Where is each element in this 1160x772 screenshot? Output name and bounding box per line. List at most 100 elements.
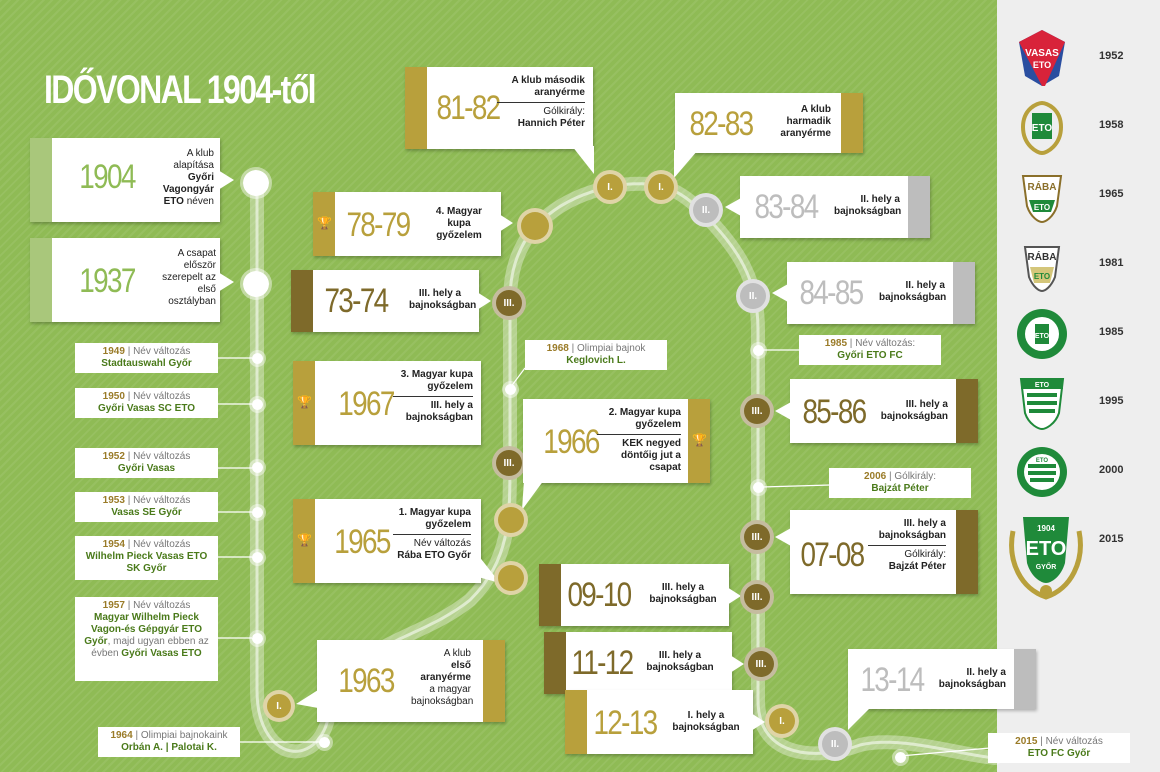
svg-text:1904: 1904 — [1037, 524, 1055, 533]
svg-text:ETO: ETO — [1033, 60, 1051, 70]
label-sep: | — [1037, 736, 1046, 747]
rank-node-12-13: I. — [765, 704, 799, 738]
card-text: 4. Magyar kupa győzelem — [435, 206, 483, 241]
label-1954: 1954 | Név változás Wilhelm Pieck Vasas … — [75, 536, 218, 580]
speech-pointer — [296, 690, 318, 708]
label-name-2: Győri Vasas ETO — [121, 648, 202, 659]
card-tab — [539, 564, 561, 626]
logo-year: 2015 — [1099, 533, 1124, 545]
card-tab — [956, 510, 978, 594]
card-year: 13-14 — [860, 661, 925, 699]
card-year: 1963 — [338, 662, 395, 700]
card-text-3: Bajzát Péter — [888, 561, 946, 572]
speech-pointer — [477, 292, 491, 310]
trophy-node-1966 — [494, 503, 528, 537]
trophy-node-1965 — [494, 561, 528, 595]
logo-year: 1952 — [1099, 50, 1124, 62]
card-year: 1937 — [79, 262, 136, 300]
card-text-1: III. hely a bajnokságban — [878, 518, 946, 541]
speech-pointer — [775, 528, 791, 546]
speech-pointer — [725, 198, 741, 216]
logo-year: 2000 — [1099, 464, 1124, 476]
card-tab: 🏆 — [313, 192, 335, 256]
trophy-icon: 🏆 — [297, 395, 312, 409]
label-year: 1985 — [824, 338, 848, 349]
card-text-1: 3. Magyar kupa győzelem — [400, 369, 473, 392]
card-separator — [497, 102, 585, 103]
trophy-icon: 🏆 — [692, 433, 707, 447]
logo-row-1952: VASAS ETO 1952 — [1015, 28, 1155, 88]
rank-node-09-10: III. — [740, 580, 774, 614]
card-83-84: 83-84 II. hely a bajnokságban — [740, 176, 930, 238]
label-1985: 1985 | Név változás: Győri ETO FC — [799, 335, 941, 365]
label-desc: Olimpiai bajnokaink — [140, 730, 228, 741]
svg-text:RÁBA: RÁBA — [1028, 180, 1057, 193]
card-text: III. hely a bajnokságban — [646, 650, 714, 673]
label-name: Stadtauswahl Győr — [101, 358, 192, 369]
label-1950: 1950 | Név változás Győri Vasas SC ETO — [75, 388, 218, 418]
rank-node-13-14: II. — [818, 727, 852, 761]
eto-striped-shield-icon: ETO — [1019, 378, 1065, 431]
svg-text:VASAS: VASAS — [1025, 48, 1059, 59]
eto-fc-gyor-crest-icon: 1904 ETO GYŐR — [1009, 517, 1083, 600]
card-text-1: 2. Magyar kupa győzelem — [608, 407, 681, 430]
card-year: 82-83 — [689, 105, 754, 143]
card-1966: 🏆 1966 2. Magyar kupa győzelem KEK negye… — [523, 399, 710, 483]
card-73-74: 73-74 III. hely a bajnokságban — [291, 270, 479, 332]
card-text-2: Gólkirály: — [543, 106, 585, 117]
label-name: Győri Vasas SC ETO — [97, 403, 196, 414]
speech-pointer — [674, 150, 698, 178]
speech-pointer — [218, 272, 234, 292]
label-year: 1953 — [102, 495, 125, 506]
label-desc: Név változás — [133, 346, 191, 357]
logo-row-2000: ETO 2000 — [1015, 442, 1155, 502]
label-desc: Név változás — [133, 600, 191, 611]
rank-node-81-82: I. — [593, 170, 627, 204]
svg-text:ETO: ETO — [1035, 382, 1050, 389]
card-text-3: a magyar bajnokságban — [411, 684, 474, 707]
rank-node-73-74: III. — [492, 286, 526, 320]
eto-laurel-crest-icon: ETO — [1020, 100, 1064, 156]
card-text-3: néven — [186, 196, 214, 207]
card-tab: 🏆 — [688, 399, 710, 483]
card-year: 07-08 — [800, 536, 865, 574]
speech-pointer — [848, 706, 872, 730]
timeline-dot — [502, 381, 519, 398]
card-separator — [393, 396, 473, 397]
card-tab — [953, 262, 975, 324]
card-1937: 1937 A csapat először szerepelt az első … — [30, 238, 220, 322]
card-text-1: 1. Magyar kupa győzelem — [398, 507, 471, 530]
svg-text:ETO: ETO — [1034, 272, 1050, 281]
eto-round-crest-icon: ETO — [1017, 447, 1067, 497]
card-text: III. hely a bajnokságban Gólkirály: Bajz… — [868, 518, 946, 573]
label-desc: Név változás — [133, 495, 191, 506]
card-year: 73-74 — [324, 282, 389, 320]
card-text-1: A klub — [443, 648, 471, 659]
label-sep: | — [124, 391, 134, 402]
card-text: 3. Magyar kupa győzelem III. hely a bajn… — [393, 369, 473, 424]
card-text: III. hely a bajnokságban — [649, 582, 717, 605]
card-year: 85-86 — [802, 393, 867, 431]
speech-pointer — [730, 655, 744, 673]
card-12-13: 12-13 I. hely a bajnokságban — [565, 690, 753, 754]
label-1952: 1952 | Név változás Győri Vasas — [75, 448, 218, 478]
label-1964: 1964 | Olimpiai bajnokaink Orbán A. | Pa… — [98, 727, 240, 757]
card-tab — [1014, 649, 1036, 709]
label-sep: | — [847, 338, 856, 349]
card-text: II. hely a bajnokságban — [879, 280, 947, 303]
svg-text:ETO: ETO — [1035, 333, 1050, 340]
rank-node-1963: I. — [263, 690, 295, 722]
label-1968: 1968 | Olimpiai bajnok Keglovich L. — [525, 340, 667, 370]
label-desc: Gólkirály: — [894, 471, 937, 482]
label-year: 1952 — [102, 451, 125, 462]
timeline-dot — [750, 479, 767, 496]
card-tab: 🏆 — [293, 361, 315, 445]
label-name: Orbán A. | Palotai K. — [121, 742, 217, 753]
label-sep: | — [568, 343, 578, 354]
speech-pointer — [751, 713, 765, 731]
timeline-dot — [249, 459, 266, 476]
logo-row-1958: ETO 1958 — [1015, 97, 1155, 157]
logo-year: 1981 — [1099, 257, 1124, 269]
card-year: 1966 — [543, 423, 600, 461]
label-sep: | — [124, 600, 134, 611]
